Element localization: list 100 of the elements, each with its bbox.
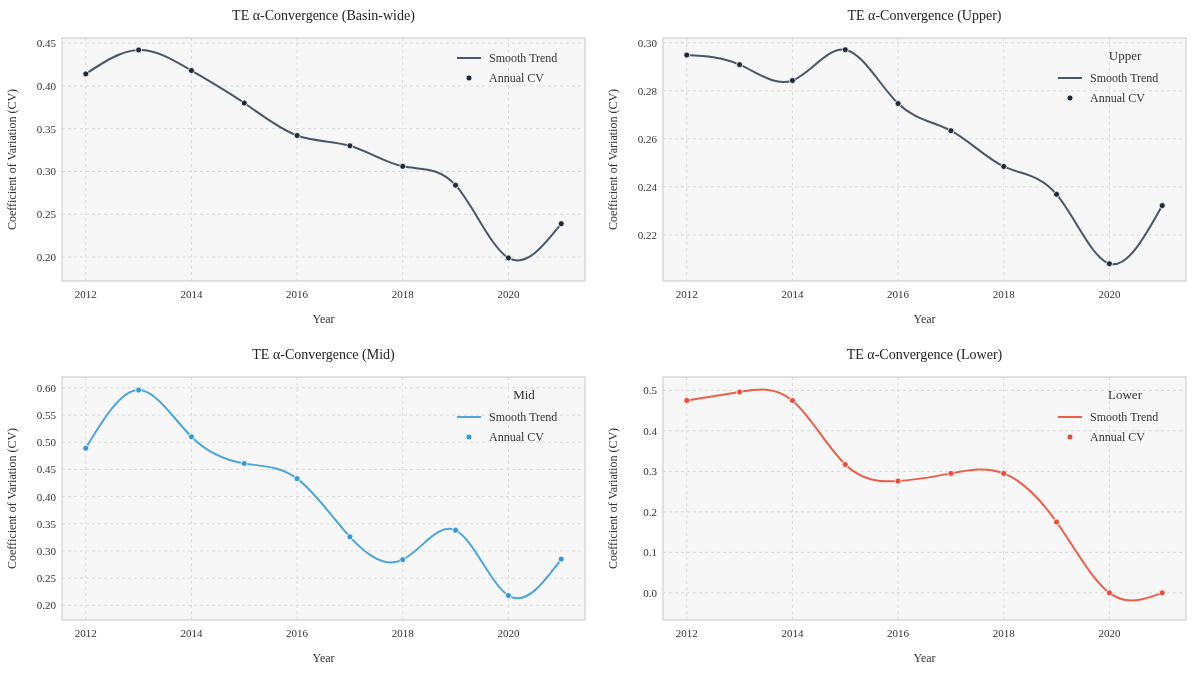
- point: [135, 46, 142, 54]
- y-tick-label: 0.60: [36, 381, 57, 394]
- x-tick-label: 2012: [74, 288, 97, 300]
- point: [947, 127, 955, 135]
- x-tick-label: 2020: [497, 627, 520, 639]
- point: [1053, 518, 1060, 526]
- legend-label: Smooth Trend: [489, 51, 558, 65]
- y-tick-label: 0.20: [36, 599, 57, 612]
- x-axis-title: Year: [913, 312, 936, 326]
- x-axis-title: Year: [312, 651, 335, 665]
- y-tick-label: 0.20: [36, 251, 57, 264]
- y-tick-label: 0.40: [36, 79, 57, 92]
- x-tick-label: 2012: [675, 627, 698, 639]
- point: [293, 132, 301, 139]
- y-tick-label: 0.2: [643, 505, 657, 518]
- point: [452, 181, 459, 189]
- y-tick-label: 0.35: [36, 517, 57, 530]
- y-tick-label: 0.24: [637, 180, 658, 193]
- point: [188, 433, 195, 441]
- point: [293, 475, 301, 483]
- point: [1158, 202, 1166, 209]
- x-tick-label: 2016: [887, 627, 910, 639]
- legend-label: Smooth Trend: [1090, 71, 1159, 85]
- y-tick-label: 0.50: [36, 436, 57, 449]
- point: [240, 460, 248, 467]
- point: [346, 142, 354, 150]
- point: [683, 397, 691, 404]
- point: [894, 100, 902, 107]
- point: [557, 220, 565, 228]
- point: [188, 67, 195, 74]
- x-tick-label: 2018: [391, 288, 415, 300]
- x-tick-label: 2014: [180, 627, 203, 639]
- point: [346, 533, 354, 541]
- x-tick-label: 2016: [286, 627, 309, 639]
- chart-title: TE α-Convergence (Lower): [846, 347, 1003, 363]
- point: [1000, 163, 1008, 170]
- legend-label: Annual CV: [489, 430, 545, 444]
- point: [399, 556, 407, 564]
- point: [1106, 260, 1113, 268]
- x-tick-label: 2018: [992, 627, 1016, 639]
- y-tick-label: 0.40: [36, 490, 57, 503]
- point: [240, 99, 248, 107]
- point: [683, 51, 691, 59]
- point: [82, 70, 90, 78]
- chart-title: TE α-Convergence (Upper): [847, 8, 1002, 24]
- point: [1053, 190, 1060, 198]
- x-axis-title: Year: [913, 651, 936, 665]
- y-axis-title: Coefficient of Variation (CV): [606, 88, 620, 231]
- legend-label: Smooth Trend: [1090, 410, 1159, 424]
- point: [841, 461, 849, 468]
- point: [505, 592, 512, 599]
- legend-title: Mid: [513, 387, 536, 402]
- legend-label: Annual CV: [1090, 91, 1146, 105]
- point: [399, 162, 407, 170]
- y-tick-label: 0.25: [36, 208, 57, 221]
- point: [1158, 589, 1166, 597]
- y-tick-label: 0.30: [36, 544, 57, 557]
- y-axis-title: Coefficient of Variation (CV): [5, 88, 19, 231]
- point: [789, 397, 796, 404]
- point: [1000, 469, 1008, 477]
- point: [505, 254, 512, 262]
- y-tick-label: 0.1: [643, 546, 657, 559]
- point: [452, 526, 459, 534]
- x-tick-label: 2020: [1098, 627, 1121, 639]
- point: [135, 386, 142, 394]
- y-tick-label: 0.55: [36, 409, 57, 422]
- legend-label: Smooth Trend: [489, 410, 558, 424]
- point: [557, 555, 565, 563]
- point: [82, 444, 90, 452]
- y-tick-label: 0.30: [637, 36, 658, 49]
- legend-label: Annual CV: [489, 71, 545, 85]
- x-axis-title: Year: [312, 312, 335, 326]
- y-tick-label: 0.28: [637, 84, 658, 97]
- point: [1106, 589, 1113, 597]
- y-tick-label: 0.26: [637, 132, 658, 145]
- y-tick-label: 0.4: [643, 424, 658, 437]
- y-tick-label: 0.30: [36, 165, 57, 178]
- point: [736, 61, 743, 69]
- y-tick-label: 0.22: [637, 228, 657, 241]
- x-tick-label: 2016: [286, 288, 309, 300]
- legend-title: Lower: [1108, 387, 1143, 402]
- y-tick-label: 0.35: [36, 122, 57, 135]
- x-tick-label: 2018: [391, 627, 415, 639]
- x-tick-label: 2020: [497, 288, 520, 300]
- chart-title: TE α-Convergence (Mid): [252, 347, 396, 363]
- y-tick-label: 0.3: [643, 465, 658, 478]
- point: [789, 77, 796, 84]
- legend-title: Upper: [1108, 48, 1142, 63]
- chart-title: TE α-Convergence (Basin-wide): [232, 8, 416, 24]
- x-tick-label: 2018: [992, 288, 1016, 300]
- y-tick-label: 0.5: [643, 384, 658, 397]
- x-tick-label: 2020: [1098, 288, 1121, 300]
- x-tick-label: 2014: [781, 627, 804, 639]
- y-axis-title: Coefficient of Variation (CV): [606, 427, 620, 570]
- x-tick-label: 2016: [887, 288, 910, 300]
- x-tick-label: 2012: [74, 627, 97, 639]
- x-tick-label: 2012: [675, 288, 698, 300]
- legend-label: Annual CV: [1090, 430, 1146, 444]
- point: [894, 477, 902, 485]
- y-tick-label: 0.25: [36, 572, 57, 585]
